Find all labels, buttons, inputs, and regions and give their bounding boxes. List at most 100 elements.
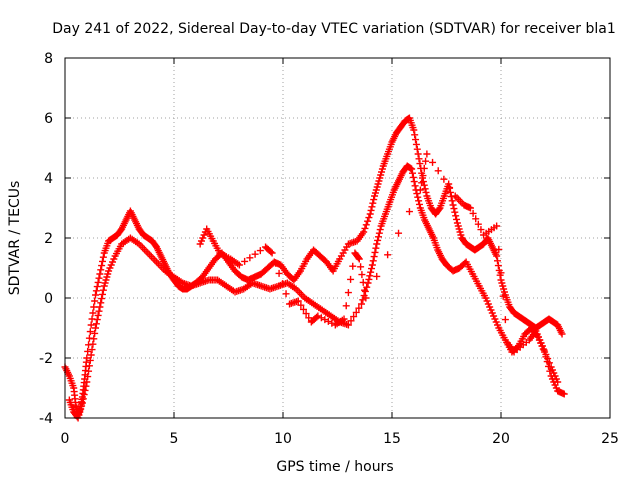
y-tick-label: 2 xyxy=(44,231,53,247)
y-tick-label: 0 xyxy=(44,291,53,307)
data-point xyxy=(497,269,505,277)
data-point xyxy=(352,308,360,316)
data-point xyxy=(362,221,370,229)
data-point xyxy=(408,165,416,173)
data-point xyxy=(446,184,454,192)
data-point xyxy=(445,180,453,188)
data-point xyxy=(359,278,367,286)
data-point xyxy=(344,289,352,297)
data-point xyxy=(349,262,357,270)
data-point xyxy=(361,286,369,294)
data-point xyxy=(368,261,376,269)
data-marks xyxy=(61,114,568,422)
data-point xyxy=(344,321,352,329)
data-point xyxy=(366,272,374,280)
data-point xyxy=(365,214,373,222)
data-point xyxy=(474,220,482,228)
data-point xyxy=(362,294,370,302)
data-point xyxy=(414,193,422,201)
data-point xyxy=(294,297,302,305)
data-point xyxy=(347,317,355,325)
data-point xyxy=(246,254,254,262)
data-point xyxy=(342,302,350,310)
y-tick-label: 6 xyxy=(44,111,53,127)
data-point xyxy=(84,373,92,381)
data-point xyxy=(82,382,90,390)
data-point xyxy=(434,167,442,175)
data-point xyxy=(366,210,374,218)
data-point xyxy=(554,378,562,386)
data-point xyxy=(558,330,566,338)
data-point xyxy=(81,386,89,394)
grid-lines xyxy=(65,58,610,418)
data-point xyxy=(361,287,369,295)
data-point xyxy=(83,378,91,386)
data-point xyxy=(80,391,88,399)
x-tick-label: 0 xyxy=(61,431,70,447)
data-point xyxy=(545,359,553,367)
data-point xyxy=(90,335,98,343)
data-point xyxy=(268,249,276,257)
data-point xyxy=(87,321,95,329)
data-point xyxy=(493,252,501,260)
data-point xyxy=(499,292,507,300)
data-point xyxy=(450,205,458,213)
data-point xyxy=(374,236,382,244)
data-point xyxy=(251,250,259,258)
y-axis-label: SDTVAR / TECUs xyxy=(7,181,23,296)
data-point xyxy=(98,295,106,303)
data-point xyxy=(415,155,423,163)
x-axis-label: GPS time / hours xyxy=(276,459,393,475)
data-point xyxy=(495,245,503,253)
data-point xyxy=(92,320,100,328)
data-point xyxy=(267,248,275,256)
data-point xyxy=(282,290,290,298)
data-point xyxy=(305,314,313,322)
data-point xyxy=(405,208,413,216)
data-point xyxy=(256,247,264,255)
data-point xyxy=(416,186,424,194)
data-point xyxy=(466,204,474,212)
data-point xyxy=(493,222,501,230)
data-point xyxy=(435,205,443,213)
data-point xyxy=(96,270,104,278)
data-point xyxy=(90,303,98,311)
data-point xyxy=(86,328,94,336)
data-point xyxy=(451,208,459,216)
data-point xyxy=(412,136,420,144)
data-point xyxy=(98,290,106,298)
y-tick-label: -4 xyxy=(39,411,53,427)
data-point xyxy=(92,287,100,295)
data-point xyxy=(93,316,101,324)
data-point xyxy=(87,351,95,359)
data-point xyxy=(416,160,424,168)
data-point xyxy=(374,233,382,241)
data-point xyxy=(92,324,100,332)
data-point xyxy=(370,253,378,261)
data-point xyxy=(373,272,381,280)
data-point xyxy=(420,164,428,172)
data-point xyxy=(364,217,372,225)
data-point xyxy=(542,350,550,358)
data-point xyxy=(275,269,283,277)
data-point xyxy=(355,255,363,263)
data-point xyxy=(89,340,97,348)
data-point xyxy=(97,266,105,274)
data-point xyxy=(88,346,96,354)
data-point xyxy=(85,367,93,375)
data-point xyxy=(358,271,366,279)
x-tick-label: 25 xyxy=(601,431,619,447)
data-point xyxy=(96,303,104,311)
data-point xyxy=(540,346,548,354)
data-point xyxy=(501,316,509,324)
data-point xyxy=(472,215,480,223)
data-point xyxy=(92,291,100,299)
data-point xyxy=(93,283,101,291)
data-point xyxy=(91,297,99,305)
data-point xyxy=(365,275,373,283)
data-point xyxy=(408,169,416,177)
data-point xyxy=(395,229,403,237)
chart-title: Day 241 of 2022, Sidereal Day-to-day VTE… xyxy=(52,21,615,37)
data-point xyxy=(350,313,358,321)
